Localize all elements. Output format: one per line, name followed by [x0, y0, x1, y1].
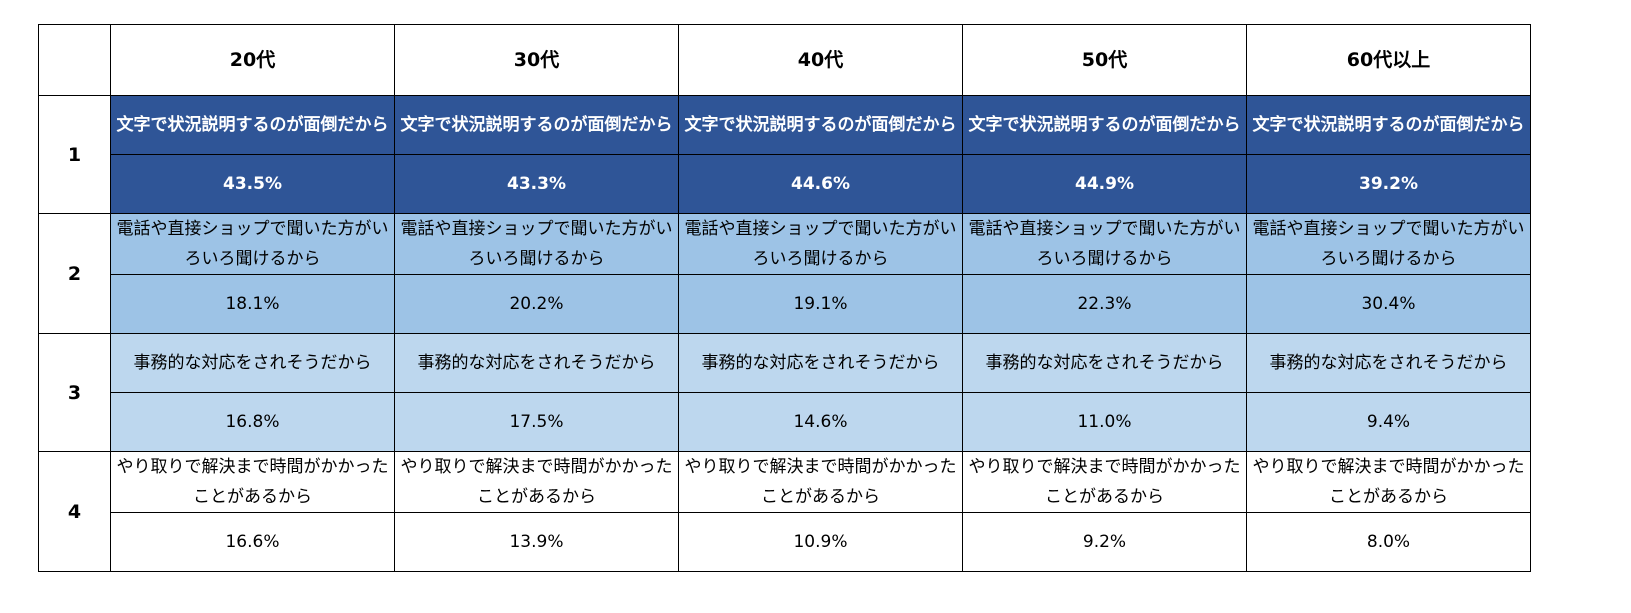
reason-cell: やり取りで解決まで時間がかかったことがあるから [678, 451, 963, 513]
column-header: 20代 [110, 24, 395, 96]
value-cell: 11.0% [962, 392, 1247, 452]
reason-cell: 事務的な対応をされそうだから [394, 333, 679, 393]
value-cell: 14.6% [678, 392, 963, 452]
reason-cell: 電話や直接ショップで聞いた方がいろいろ聞けるから [110, 213, 395, 275]
corner-cell [38, 24, 111, 96]
column-header: 40代 [678, 24, 963, 96]
reason-cell: やり取りで解決まで時間がかかったことがあるから [394, 451, 679, 513]
value-cell: 8.0% [1246, 512, 1531, 572]
reason-cell: 文字で状況説明するのが面倒だから [1246, 95, 1531, 155]
value-cell: 9.4% [1246, 392, 1531, 452]
value-cell: 43.3% [394, 154, 679, 214]
ranking-table: 20代 30代 40代 50代 60代以上 1 文字で状況説明するのが面倒だから 文字で状況説… [38, 24, 1531, 572]
column-header: 60代以上 [1246, 24, 1531, 96]
value-cell: 18.1% [110, 274, 395, 334]
reason-cell: 電話や直接ショップで聞いた方がいろいろ聞けるから [962, 213, 1247, 275]
value-cell: 10.9% [678, 512, 963, 572]
rank-cell: 2 [38, 213, 111, 334]
reason-cell: 文字で状況説明するのが面倒だから [394, 95, 679, 155]
rank-cell: 1 [38, 95, 111, 214]
reason-cell: やり取りで解決まで時間がかかったことがあるから [962, 451, 1247, 513]
reason-cell: 文字で状況説明するのが面倒だから [962, 95, 1247, 155]
reason-cell: 事務的な対応をされそうだから [1246, 333, 1531, 393]
value-cell: 44.6% [678, 154, 963, 214]
value-cell: 16.6% [110, 512, 395, 572]
reason-row: 4 やり取りで解決まで時間がかかったことがあるから やり取りで解決まで時間がかかった… [38, 451, 1531, 572]
value-cell: 13.9% [394, 512, 679, 572]
header-row: 20代 30代 40代 50代 60代以上 [38, 24, 1531, 96]
reason-row: 3 事務的な対応をされそうだから 事務的な対応をされそうだから 事務的な対応をされそう… [38, 333, 1531, 452]
value-row: 43.5% 43.3% 44.6% 44.9% 39.2% [39, 154, 1531, 214]
value-cell: 16.8% [110, 392, 395, 452]
reason-cell: 文字で状況説明するのが面倒だから [110, 95, 395, 155]
reason-cell: 事務的な対応をされそうだから [678, 333, 963, 393]
value-cell: 22.3% [962, 274, 1247, 334]
reason-cell: 事務的な対応をされそうだから [962, 333, 1247, 393]
reason-cell: 文字で状況説明するのが面倒だから [678, 95, 963, 155]
value-cell: 17.5% [394, 392, 679, 452]
value-row: 18.1% 20.2% 19.1% 22.3% 30.4% [39, 274, 1531, 334]
value-row: 16.6% 13.9% 10.9% 9.2% 8.0% [39, 512, 1531, 572]
reason-cell: 電話や直接ショップで聞いた方がいろいろ聞けるから [678, 213, 963, 275]
value-cell: 9.2% [962, 512, 1247, 572]
rank-cell: 3 [38, 333, 111, 452]
reason-cell: やり取りで解決まで時間がかかったことがあるから [1246, 451, 1531, 513]
reason-cell: やり取りで解決まで時間がかかったことがあるから [110, 451, 395, 513]
column-header: 50代 [962, 24, 1247, 96]
value-cell: 20.2% [394, 274, 679, 334]
value-cell: 30.4% [1246, 274, 1531, 334]
value-cell: 44.9% [962, 154, 1247, 214]
table-wrap: 20代 30代 40代 50代 60代以上 1 文字で状況説明するのが面倒だから 文字で状況説… [38, 24, 1531, 572]
reason-cell: 電話や直接ショップで聞いた方がいろいろ聞けるから [1246, 213, 1531, 275]
reason-cell: 電話や直接ショップで聞いた方がいろいろ聞けるから [394, 213, 679, 275]
rank-cell: 4 [38, 451, 111, 572]
reason-cell: 事務的な対応をされそうだから [110, 333, 395, 393]
reason-row: 1 文字で状況説明するのが面倒だから 文字で状況説明するのが面倒だから 文字で状況説明… [38, 95, 1531, 214]
column-header: 30代 [394, 24, 679, 96]
reason-row: 2 電話や直接ショップで聞いた方がいろいろ聞けるから 電話や直接ショップで聞いた方が… [38, 213, 1531, 334]
value-cell: 19.1% [678, 274, 963, 334]
value-cell: 39.2% [1246, 154, 1531, 214]
value-cell: 43.5% [110, 154, 395, 214]
value-row: 16.8% 17.5% 14.6% 11.0% 9.4% [39, 392, 1531, 452]
